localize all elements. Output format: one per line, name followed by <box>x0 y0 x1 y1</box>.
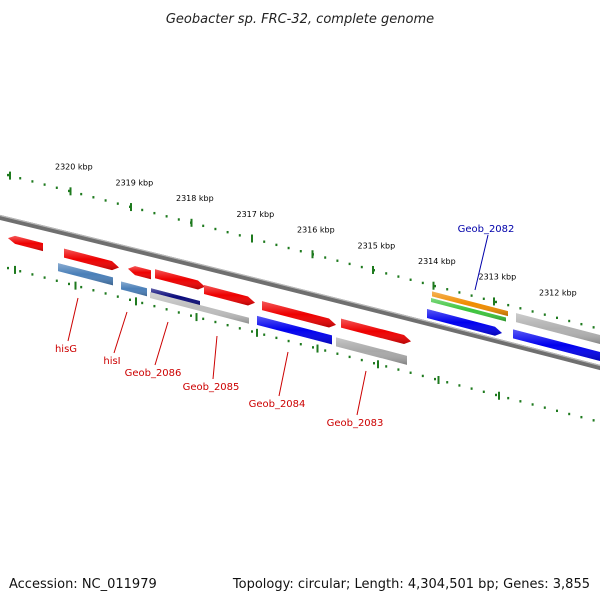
gene-hisG[interactable] <box>58 263 113 286</box>
gene-hisI[interactable] <box>121 281 147 297</box>
scale-tick-label: 2318 kbp <box>176 194 214 203</box>
cds-feature[interactable] <box>155 269 205 290</box>
gene-feature[interactable] <box>516 313 600 344</box>
accession-text: Accession: NC_011979 <box>9 577 157 592</box>
genome-backbone <box>0 214 600 371</box>
gene-label-Geob_2082[interactable]: Geob_2082 <box>458 224 515 291</box>
gene-label-Geob_2083[interactable]: Geob_2083 <box>327 370 384 429</box>
genome-summary-text: Topology: circular; Length: 4,304,501 bp… <box>232 577 590 592</box>
gene-Geob_2086[interactable] <box>151 288 200 306</box>
cds-feature[interactable] <box>262 301 336 328</box>
scale-tick-label: 2316 kbp <box>297 226 335 235</box>
map-title: Geobacter sp. FRC-32, complete genome <box>166 12 434 27</box>
gene-label-text[interactable]: Geob_2083 <box>327 418 384 429</box>
cds-feature[interactable] <box>128 266 151 280</box>
gene-label-text[interactable]: hisI <box>103 356 120 367</box>
gene-label-text[interactable]: Geob_2085 <box>183 382 240 393</box>
gene-label-Geob_2086[interactable]: Geob_2086 <box>125 321 182 379</box>
scale-tick-label: 2319 kbp <box>116 178 154 187</box>
gene-label-text[interactable]: Geob_2086 <box>125 368 182 379</box>
gene-Geob_2085[interactable] <box>150 292 249 324</box>
gene-label-hisI[interactable]: hisI <box>103 311 128 367</box>
scale-tick-label: 2320 kbp <box>55 163 93 172</box>
gene-label-Geob_2085[interactable]: Geob_2085 <box>183 335 240 393</box>
scale-tick-label: 2312 kbp <box>539 288 577 297</box>
cds-feature[interactable] <box>513 329 600 361</box>
scale-tick-label: 2315 kbp <box>358 241 396 250</box>
cds-feature[interactable] <box>64 248 119 271</box>
gene-label-text[interactable]: Geob_2082 <box>458 224 515 235</box>
cds-feature[interactable] <box>341 318 411 345</box>
scale-track-outer: 2320 kbp 2319 kbp 2318 kbp 2317 kbp 2316 kbp… <box>7 163 595 329</box>
cds-feature[interactable] <box>8 235 43 252</box>
gene-label-text[interactable]: hisG <box>55 344 77 355</box>
gene-label-hisG[interactable]: hisG <box>55 297 79 355</box>
scale-tick-label: 2314 kbp <box>418 257 456 266</box>
gene-Geob_2082[interactable] <box>432 291 508 317</box>
scale-tick-label: 2313 kbp <box>479 273 517 282</box>
gene-Geob_2084[interactable] <box>257 315 332 345</box>
gene-Geob_2083[interactable] <box>336 337 407 365</box>
gene-label-Geob_2084[interactable]: Geob_2084 <box>249 351 306 410</box>
gene-feature[interactable] <box>431 298 506 322</box>
cds-feature[interactable] <box>427 309 502 336</box>
gene-label-text[interactable]: Geob_2084 <box>249 399 306 410</box>
scale-track-inner <box>7 265 595 422</box>
cds-feature[interactable] <box>204 285 255 306</box>
scale-tick-label: 2317 kbp <box>237 210 275 219</box>
feature-track <box>8 235 600 365</box>
